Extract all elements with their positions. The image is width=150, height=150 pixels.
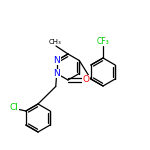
Text: N: N bbox=[53, 56, 60, 65]
Text: CH₃: CH₃ bbox=[49, 39, 61, 45]
Text: CF₃: CF₃ bbox=[97, 36, 109, 45]
Text: Cl: Cl bbox=[9, 103, 18, 112]
Text: O: O bbox=[82, 75, 90, 84]
Text: N: N bbox=[53, 69, 60, 78]
